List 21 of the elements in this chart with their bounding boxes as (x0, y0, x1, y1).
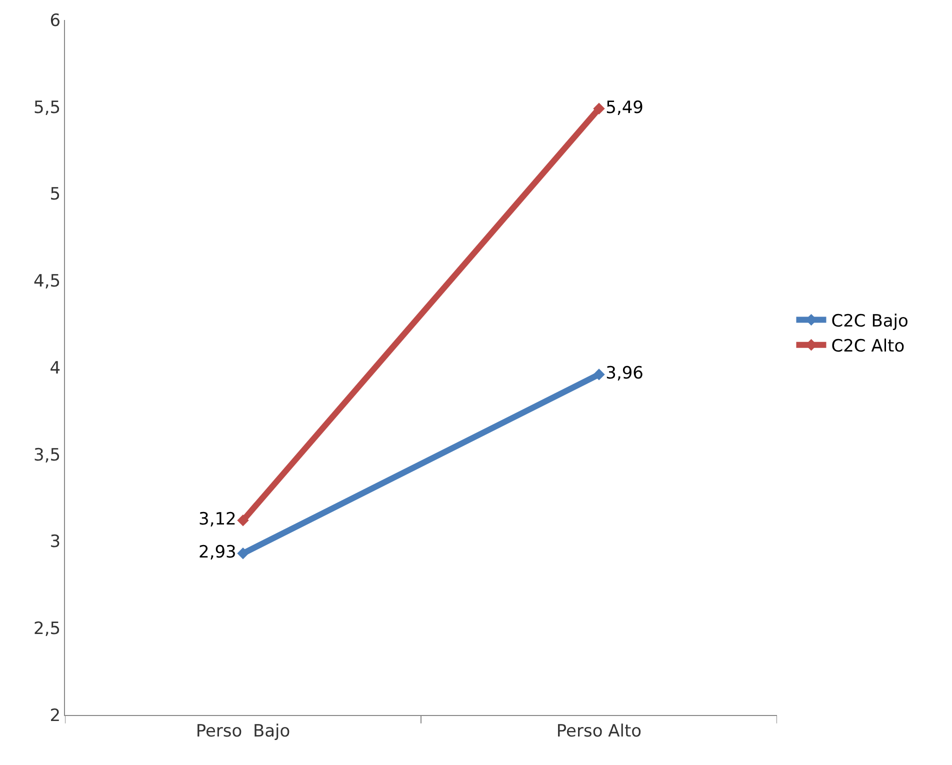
y-tick-label: 6 (50, 10, 61, 31)
x-tick-label: Perso Bajo (196, 721, 290, 742)
legend-label: C2C Bajo (831, 311, 908, 332)
point (237, 514, 249, 526)
y-tick-label: 4 (50, 358, 61, 378)
legend-label: C2C Alto (831, 336, 905, 357)
y-tick-label: 3 (50, 532, 61, 552)
y-tick-label: 5,5 (34, 98, 61, 118)
data-label: 2,93 (198, 542, 236, 563)
point (593, 368, 605, 380)
data-label: 5,49 (606, 98, 644, 118)
data-label: 3,12 (198, 510, 236, 530)
point (593, 102, 605, 114)
y-tick-label: 4,5 (34, 272, 61, 292)
y-tick-label: 3,5 (34, 445, 61, 466)
y-tick-label: 2,5 (34, 619, 61, 640)
y-tick-label: 5 (50, 184, 61, 205)
y-tick-label: 2 (50, 706, 61, 726)
x-tick-label: Perso Alto (556, 721, 642, 742)
data-label: 3,96 (606, 364, 644, 384)
point (237, 548, 249, 560)
